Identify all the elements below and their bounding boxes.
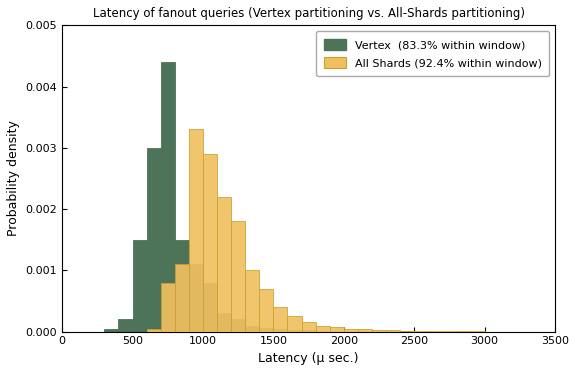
Bar xyxy=(344,331,358,332)
Bar xyxy=(358,329,372,332)
Bar xyxy=(161,62,175,332)
Bar xyxy=(104,328,119,332)
Bar xyxy=(329,331,344,332)
Bar xyxy=(231,320,245,332)
Bar xyxy=(259,328,274,332)
Bar xyxy=(161,283,175,332)
Bar xyxy=(302,323,316,332)
Bar xyxy=(245,270,259,332)
Bar xyxy=(189,264,203,332)
Bar xyxy=(132,240,147,332)
Bar xyxy=(302,330,316,332)
Bar xyxy=(316,326,329,332)
Bar xyxy=(231,221,245,332)
Bar xyxy=(386,330,400,332)
Bar xyxy=(189,129,203,332)
Bar xyxy=(245,326,259,332)
Bar xyxy=(316,331,329,332)
Bar xyxy=(175,264,189,332)
Bar xyxy=(119,320,132,332)
Bar xyxy=(147,328,161,332)
Bar xyxy=(400,331,414,332)
Bar xyxy=(287,316,302,332)
Bar xyxy=(344,328,358,332)
Title: Latency of fanout queries (Vertex partitioning vs. All-Shards partitioning): Latency of fanout queries (Vertex partit… xyxy=(93,7,525,20)
Bar xyxy=(429,331,442,332)
Bar xyxy=(217,197,231,332)
Bar xyxy=(175,240,189,332)
Bar xyxy=(217,313,231,332)
X-axis label: Latency (μ sec.): Latency (μ sec.) xyxy=(258,352,359,365)
Legend: Vertex  (83.3% within window), All Shards (92.4% within window): Vertex (83.3% within window), All Shards… xyxy=(316,31,550,76)
Bar xyxy=(203,154,217,332)
Bar xyxy=(329,327,344,332)
Bar xyxy=(147,148,161,332)
Bar xyxy=(203,283,217,332)
Bar xyxy=(287,330,302,332)
Bar xyxy=(372,330,386,332)
Bar xyxy=(259,289,274,332)
Bar xyxy=(274,307,287,332)
Y-axis label: Probability density: Probability density xyxy=(7,121,20,236)
Bar xyxy=(414,331,429,332)
Bar xyxy=(274,329,287,332)
